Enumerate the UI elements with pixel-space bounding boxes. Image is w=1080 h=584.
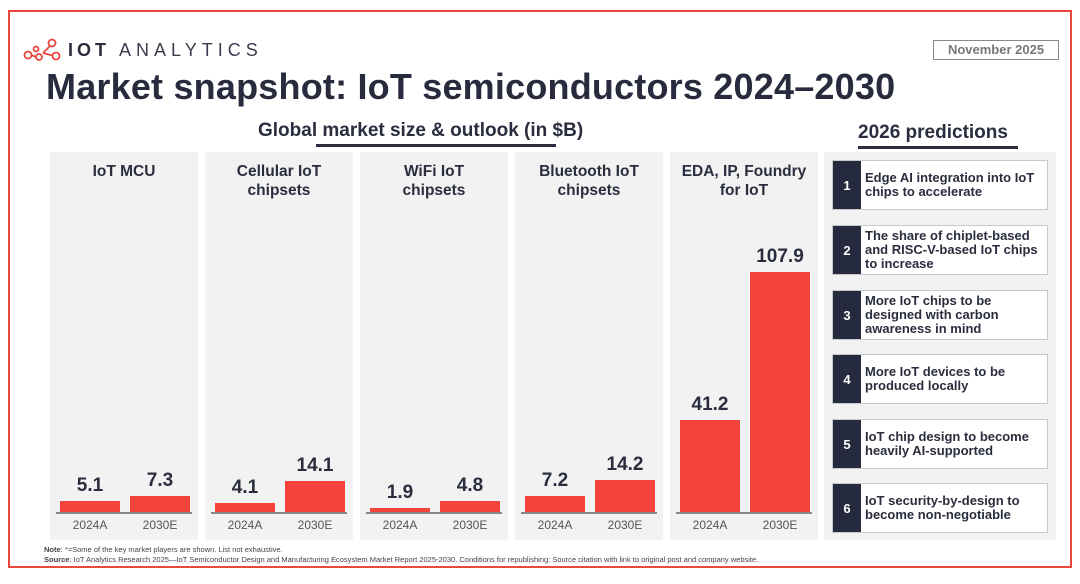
prediction-number: 2	[833, 226, 861, 274]
chart-subtitle: Global market size & outlook (in $B)	[258, 120, 584, 141]
prediction-item: 2 The share of chiplet-based and RISC-V-b…	[832, 225, 1048, 275]
chart-panel: EDA, IP, Foundry for IoT 41.2 2024A 107.9 203…	[670, 152, 818, 540]
x-tick-label: 2024A	[227, 518, 263, 532]
panel-title: WiFi IoT chipsets	[402, 163, 466, 199]
brand-name: IOT ANALYTICS	[68, 39, 263, 60]
bar-2024A	[60, 500, 120, 512]
subtitle-underline	[316, 144, 556, 147]
prediction-item: 6 IoT security-by-design to become non-ne…	[832, 483, 1048, 533]
data-label: 7.3	[146, 469, 174, 491]
panel-title: Bluetooth IoT chipsets	[539, 163, 639, 199]
prediction-number: 5	[833, 420, 861, 468]
x-tick-label: 2024A	[537, 518, 573, 532]
prediction-number: 1	[833, 161, 861, 209]
prediction-number: 4	[833, 355, 861, 403]
panel-title: EDA, IP, Foundry for IoT	[681, 163, 807, 199]
bar-2024A	[215, 502, 275, 512]
bar-2024A	[525, 495, 585, 512]
bar-2024A	[370, 507, 430, 512]
data-label: 41.2	[691, 394, 729, 416]
prediction-text: IoT security-by-design to become non-neg…	[865, 493, 1020, 522]
prediction-item: 1 Edge AI integration into IoT chips to a…	[832, 160, 1048, 210]
bar-2030E	[750, 272, 810, 512]
bar-2030E	[595, 480, 655, 512]
data-label: 5.1	[76, 474, 104, 496]
x-tick-label: 2030E	[297, 518, 333, 532]
prediction-text: The share of chiplet-based and RISC-V-ba…	[865, 228, 1038, 271]
data-label: 14.1	[296, 454, 334, 476]
data-label: 1.9	[386, 481, 414, 503]
panel-title: Cellular IoT chipsets	[236, 163, 322, 199]
footer-note: Note: *=Some of the key market players a…	[44, 545, 283, 554]
chart-panel: WiFi IoT chipsets 1.9 2024A 4.8 2030E	[360, 152, 508, 540]
prediction-text: More IoT chips to be designed with carbo…	[865, 293, 999, 336]
date-badge: November 2025	[933, 40, 1059, 60]
bar-2030E	[440, 501, 500, 512]
page-title: Market snapshot: IoT semiconductors 2024…	[46, 66, 896, 107]
data-label: 107.9	[756, 246, 804, 267]
prediction-number: 3	[833, 291, 861, 339]
predictions-panel: 1 Edge AI integration into IoT chips to a…	[824, 152, 1056, 540]
prediction-text: More IoT devices to be produced locally	[865, 364, 1006, 393]
bar-2030E	[130, 495, 190, 512]
x-axis-baseline	[676, 512, 812, 514]
x-axis-baseline	[521, 512, 657, 514]
predictions-underline	[858, 146, 1018, 149]
prediction-number: 6	[833, 484, 861, 532]
brand-logo: IOT ANALYTICS	[22, 38, 263, 62]
footer-source: Source: IoT Analytics Research 2025—IoT …	[44, 555, 759, 564]
footer-notes: Note: *=Some of the key market players a…	[44, 545, 758, 565]
bar-2024A	[680, 420, 740, 512]
x-tick-label: 2030E	[607, 518, 643, 532]
data-label: 4.8	[456, 475, 484, 497]
data-label: 7.2	[541, 469, 569, 491]
network-nodes-icon	[23, 38, 61, 61]
bar-2030E	[285, 480, 345, 512]
prediction-item: 3 More IoT chips to be designed with carb…	[832, 290, 1048, 340]
data-label: 4.1	[231, 476, 259, 498]
chart-panel: Cellular IoT chipsets 4.1 2024A 14.1 2030E	[205, 152, 353, 540]
x-tick-label: 2024A	[382, 518, 418, 532]
x-axis-baseline	[56, 512, 192, 514]
panel-title: IoT MCU	[92, 163, 156, 180]
prediction-item: 5 IoT chip design to become heavily AI-su…	[832, 419, 1048, 469]
prediction-item: 4 More IoT devices to be produced locally	[832, 354, 1048, 404]
x-tick-label: 2024A	[692, 518, 728, 532]
prediction-text: Edge AI integration into IoT chips to ac…	[865, 170, 1035, 199]
chart-panel: Bluetooth IoT chipsets 7.2 2024A 14.2 2030E	[515, 152, 663, 540]
x-tick-label: 2030E	[452, 518, 488, 532]
prediction-text: IoT chip design to become heavily AI-sup…	[865, 429, 1029, 458]
data-label: 14.2	[606, 454, 644, 476]
x-tick-label: 2030E	[142, 518, 178, 532]
x-axis-baseline	[211, 512, 347, 514]
x-axis-baseline	[366, 512, 502, 514]
chart-panel: IoT MCU 5.1 2024A 7.3 2030E	[50, 152, 198, 540]
x-tick-label: 2030E	[762, 518, 798, 532]
x-tick-label: 2024A	[72, 518, 108, 532]
predictions-title: 2026 predictions	[858, 122, 1008, 143]
